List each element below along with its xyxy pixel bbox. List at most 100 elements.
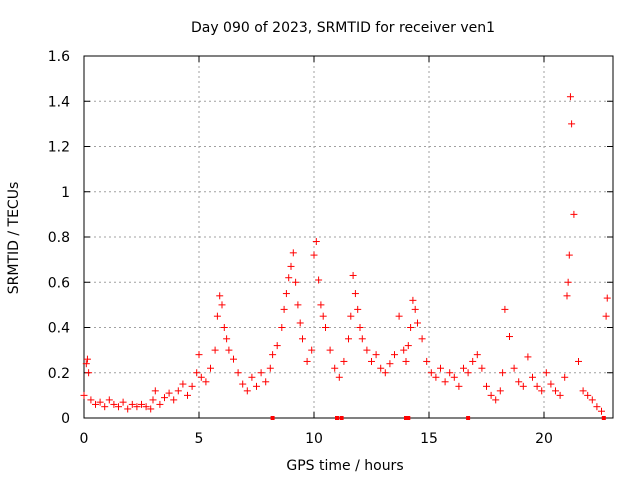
data-point	[568, 120, 576, 128]
data-point	[289, 249, 297, 257]
data-point	[294, 301, 302, 309]
data-point	[483, 382, 490, 390]
data-point	[85, 369, 93, 377]
data-point	[92, 400, 99, 408]
data-point	[402, 357, 410, 365]
data-point	[446, 369, 454, 377]
data-point	[441, 378, 449, 386]
data-point	[563, 292, 571, 300]
data-point	[220, 324, 228, 331]
data-point	[487, 391, 495, 399]
data-point	[170, 396, 178, 404]
data-point	[556, 391, 564, 399]
x-tick-label: 20	[535, 431, 553, 447]
data-point	[538, 387, 546, 395]
data-point	[248, 373, 256, 381]
data-point	[450, 373, 458, 381]
data-point	[464, 369, 472, 377]
data-point	[195, 351, 203, 359]
data-point	[234, 369, 242, 377]
data-point	[96, 398, 104, 406]
data-point	[225, 346, 233, 354]
x-tick-label: 5	[195, 431, 204, 447]
data-point	[317, 301, 325, 309]
data-point	[347, 312, 355, 320]
data-point-zero	[339, 416, 344, 420]
data-point	[510, 364, 518, 372]
data-point	[308, 346, 316, 354]
data-point	[575, 357, 582, 365]
data-point-zero	[404, 416, 408, 420]
data-point	[282, 290, 290, 298]
data-point	[326, 346, 334, 354]
data-point-zero	[335, 416, 339, 420]
data-point	[299, 335, 306, 343]
data-point	[119, 398, 127, 406]
data-point	[156, 400, 164, 408]
data-point	[82, 360, 90, 368]
y-tick-label: 1.6	[48, 49, 70, 65]
data-point	[499, 369, 507, 377]
data-point	[105, 396, 113, 404]
data-point	[358, 335, 366, 343]
x-axis-label: GPS time / hours	[286, 458, 403, 474]
y-tick-label: 1.2	[48, 140, 70, 156]
data-points	[80, 93, 611, 420]
data-point	[473, 351, 481, 359]
data-point	[216, 292, 224, 300]
data-point	[138, 400, 145, 408]
data-point	[409, 296, 417, 304]
data-point	[395, 312, 403, 320]
data-point	[280, 305, 288, 313]
x-tick-labels: 0 5 10 15 20	[80, 431, 553, 447]
data-point	[335, 373, 343, 381]
data-point	[423, 357, 431, 365]
data-point	[223, 335, 231, 343]
data-point	[110, 400, 118, 408]
data-point	[524, 353, 532, 361]
data-point	[351, 290, 359, 298]
data-point-zero	[466, 416, 471, 420]
data-point	[331, 364, 339, 372]
data-point	[101, 403, 109, 411]
data-point	[296, 319, 304, 327]
data-point	[165, 389, 173, 397]
data-point	[188, 382, 196, 390]
data-point	[584, 391, 592, 399]
data-point	[310, 251, 318, 259]
data-point	[273, 342, 281, 350]
y-tick-label: 1.4	[48, 94, 70, 110]
data-point	[579, 387, 587, 395]
data-point	[529, 373, 536, 381]
y-tick-label: 1	[61, 185, 70, 201]
data-point	[315, 276, 323, 284]
data-point	[266, 364, 274, 372]
data-point	[161, 394, 168, 402]
data-point	[363, 346, 371, 354]
y-tick-label: 0.8	[48, 230, 70, 246]
data-point	[243, 387, 251, 395]
data-point	[593, 403, 601, 411]
data-point	[566, 93, 574, 101]
data-point	[257, 369, 265, 377]
data-point	[292, 278, 300, 286]
data-point	[391, 351, 398, 359]
y-axis-label: SRMTID / TECUs	[6, 182, 22, 295]
x-tick-label: 0	[80, 431, 89, 447]
y-tick-label: 0.6	[48, 275, 70, 291]
data-point	[278, 324, 286, 331]
data-point	[345, 335, 352, 343]
data-point	[492, 396, 500, 404]
chart-title: Day 090 of 2023, SRMTID for receiver ven…	[191, 20, 495, 36]
data-point	[547, 380, 555, 388]
data-point	[147, 405, 155, 413]
data-point	[115, 403, 122, 411]
data-point	[386, 360, 394, 368]
data-point	[519, 382, 527, 390]
data-point	[80, 391, 88, 399]
data-point	[133, 403, 141, 411]
data-point	[239, 380, 247, 388]
data-point	[427, 369, 435, 377]
data-point	[197, 373, 205, 381]
